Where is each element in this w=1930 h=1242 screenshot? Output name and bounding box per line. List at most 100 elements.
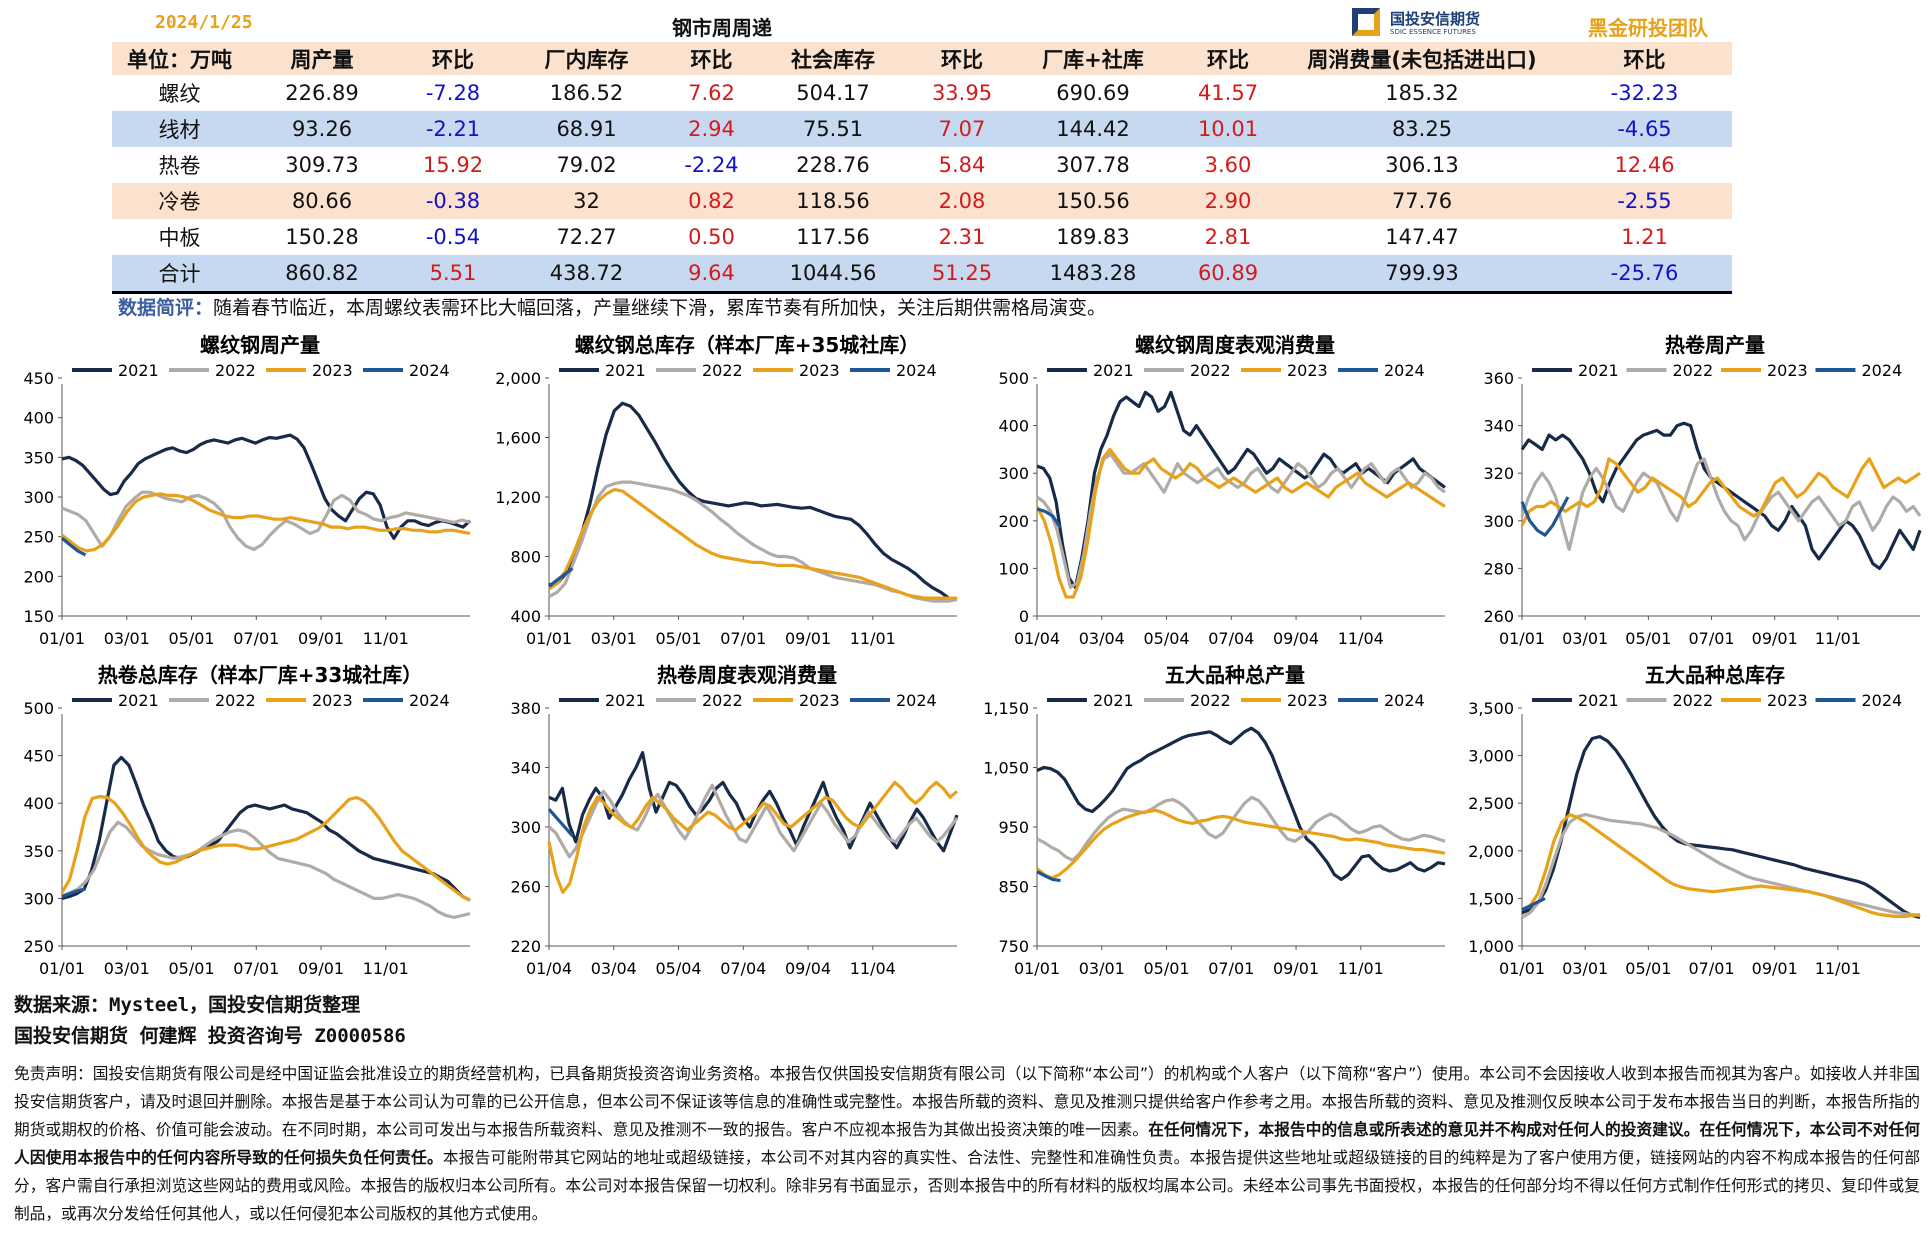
series-line-2024 (1036, 870, 1061, 883)
change-cell: 2.94 (664, 111, 759, 147)
table-header-cell: 周消费量(未包括进出口) (1287, 42, 1557, 75)
y-tick-label: 400 (23, 409, 54, 428)
x-tick-label: 11/04 (1338, 629, 1384, 648)
chart-title: 热卷周产量 (1665, 333, 1765, 357)
legend-label: 2022 (702, 691, 743, 710)
x-tick-label: 03/01 (1079, 959, 1125, 978)
series-line-2022 (547, 783, 959, 859)
legend-label: 2022 (1673, 361, 1714, 380)
change-cell: 12.46 (1614, 153, 1675, 177)
x-tick-label: 07/01 (233, 629, 279, 648)
chart-title: 五大品种总产量 (1165, 663, 1305, 687)
series-line-2023 (1521, 813, 1921, 919)
x-tick-label: 05/01 (168, 959, 214, 978)
y-tick-label: 350 (23, 842, 54, 861)
x-tick-label: 09/04 (1273, 629, 1319, 648)
chart-legend: 2021 2022 2023 2024 (72, 361, 450, 380)
value-cell: 307.78 (1056, 153, 1130, 177)
chart-legend: 2021 2022 2023 2024 (1532, 691, 1902, 710)
legend-label: 2021 (118, 691, 159, 710)
series-line-2024 (60, 537, 87, 557)
series-line-2022 (1036, 795, 1446, 862)
value-cell: 306.13 (1385, 153, 1459, 177)
x-tick-label: 07/01 (1208, 959, 1254, 978)
row-label: 合计 (112, 255, 247, 291)
legend-label: 2021 (1093, 691, 1134, 710)
change-cell: 1.21 (1621, 225, 1668, 249)
series-line-2024 (1520, 496, 1570, 537)
y-tick-label: 950 (998, 818, 1029, 837)
value-cell: 83.25 (1287, 111, 1557, 147)
y-tick-label: 1,150 (983, 699, 1029, 718)
y-tick-label: 3,000 (1468, 747, 1514, 766)
series-line-2023 (547, 780, 959, 894)
x-tick-label: 11/01 (1815, 629, 1861, 648)
legend-label: 2022 (1190, 361, 1231, 380)
change-cell: -0.38 (397, 183, 509, 219)
x-tick-label: 11/01 (1338, 959, 1384, 978)
y-tick-label: 380 (510, 699, 541, 718)
change-cell: 2.08 (907, 183, 1017, 219)
table-header-cell: 环比 (907, 42, 1017, 75)
change-cell: 9.64 (664, 255, 759, 291)
steel-summary-table: 单位：万吨 周产量 环比 厂内库存 环比 社会库存 环比 厂库+社库 环比 周消… (112, 42, 1732, 294)
value-cell: 79.02 (556, 153, 617, 177)
x-tick-label: 05/04 (1143, 629, 1189, 648)
table-header-cell: 环比 (1557, 42, 1732, 75)
change-cell: -32.23 (1610, 81, 1679, 105)
value-cell: 690.69 (1056, 81, 1130, 105)
value-cell: 1483.28 (1017, 255, 1169, 291)
series-line-2024 (547, 808, 574, 837)
value-cell: 144.42 (1017, 111, 1169, 147)
x-tick-label: 01/01 (1014, 959, 1060, 978)
y-tick-label: 260 (1483, 607, 1514, 626)
legend-label: 2023 (1287, 691, 1328, 710)
x-tick-label: 09/01 (298, 629, 344, 648)
series-line-2023 (1035, 447, 1446, 599)
value-cell: 75.51 (759, 111, 907, 147)
x-tick-label: 11/01 (850, 629, 896, 648)
x-tick-label: 07/01 (1688, 959, 1734, 978)
legend-label: 2021 (605, 691, 646, 710)
y-tick-label: 2,000 (1468, 842, 1514, 861)
row-label: 中板 (158, 226, 201, 250)
x-tick-label: 09/01 (1273, 959, 1319, 978)
value-cell: 189.83 (1056, 225, 1130, 249)
change-cell: 60.89 (1169, 255, 1287, 291)
legend-label: 2022 (1190, 691, 1231, 710)
series-line-2022 (1520, 457, 1922, 551)
legend-label: 2022 (215, 361, 256, 380)
table-row: 合计 860.82 5.51 438.72 9.64 1044.56 51.25 1483.2… (112, 255, 1732, 291)
value-cell: 309.73 (285, 153, 359, 177)
table-row: 热卷 309.73 15.92 79.02 -2.24 228.76 5.84 307.78 3… (112, 147, 1732, 183)
y-tick-label: 1,600 (495, 429, 541, 448)
x-tick-label: 09/01 (298, 959, 344, 978)
change-cell: 2.81 (1204, 225, 1252, 249)
value-cell: 68.91 (509, 111, 664, 147)
table-row: 螺纹 226.89 -7.28 186.52 7.62 504.17 33.95 690.69… (112, 75, 1732, 111)
y-tick-label: 400 (998, 417, 1029, 436)
x-tick-label: 01/04 (1014, 629, 1060, 648)
x-tick-label: 09/04 (785, 959, 831, 978)
chart-title: 螺纹钢总库存（样本厂库+35城社库） (575, 333, 920, 357)
x-tick-label: 05/01 (1625, 959, 1671, 978)
row-label: 冷卷 (112, 183, 247, 219)
series-line-2021 (61, 433, 472, 540)
table-header-cell: 环比 (397, 42, 509, 75)
legend-label: 2022 (1673, 691, 1714, 710)
change-cell: 7.07 (907, 111, 1017, 147)
legend-label: 2024 (1384, 361, 1425, 380)
x-tick-label: 11/01 (1815, 959, 1861, 978)
series-line-2021 (548, 401, 958, 602)
series-line-2021 (1036, 390, 1446, 589)
logo-english: SDIC ESSENCE FUTURES (1390, 28, 1476, 36)
y-tick-label: 280 (1483, 559, 1514, 578)
chart-rebar-production: 螺纹钢周产量 2021 2022 2023 2024 150 200 250 300 350 400… (0, 330, 480, 660)
y-tick-label: 2,000 (495, 369, 541, 388)
x-tick-label: 01/01 (1499, 629, 1545, 648)
legend-label: 2021 (1578, 691, 1619, 710)
value-cell: 226.89 (285, 81, 359, 105)
change-cell: 2.90 (1169, 183, 1287, 219)
y-tick-label: 3,500 (1468, 699, 1514, 718)
table-header-row: 单位：万吨 周产量 环比 厂内库存 环比 社会库存 环比 厂库+社库 环比 周消… (112, 42, 1732, 75)
